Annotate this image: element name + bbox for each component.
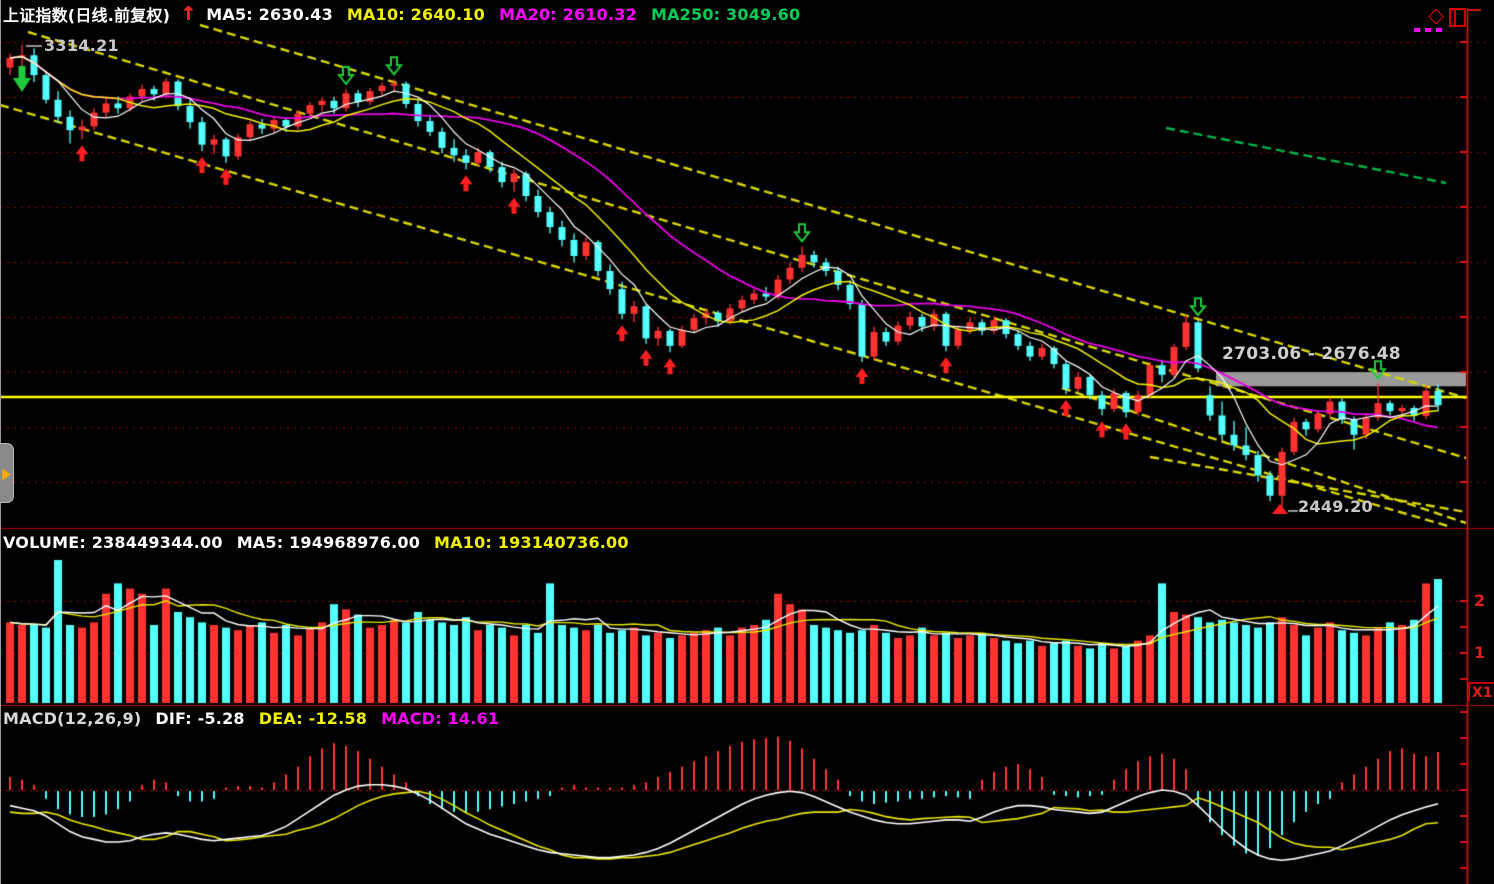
volume-axis-tick-100m: 1 [1474,643,1486,662]
dea-value: DEA: -12.58 [258,709,368,728]
volume-value: VOLUME: 238449344.00 [3,533,223,552]
ma10-value: MA10: 2640.10 [346,4,485,24]
more-dots-icon[interactable] [1414,28,1442,32]
ma5-value: MA5: 2630.43 [206,4,333,24]
ma250-value: MA250: 3049.60 [650,4,801,24]
window-icon-split [1454,10,1456,25]
macd-value: MACD: 14.61 [381,709,500,728]
low-price-label: 2449.20 [1298,497,1373,516]
volume-axis-tick-200m: 2 [1474,591,1486,610]
dif-value: DIF: -5.28 [155,709,245,728]
symbol-title: 上证指数(日线.前复权) [3,6,171,25]
macd-indicator-header[interactable]: MACD(12,26,9) DIF: -5.28 DEA: -12.58 MAC… [3,709,499,728]
volume-axis-multiplier: X1 [1468,682,1494,701]
left-edge-divider [0,0,1,884]
window-icon[interactable] [1449,8,1466,27]
gap-zone-label: 2703.06 - 2676.48 [1222,344,1401,364]
diamond-icon[interactable]: ◇ [1428,3,1445,27]
flyout-arrow-icon: ▶ [2,463,11,483]
volume-indicator-header[interactable]: VOLUME: 238449344.00 MA5: 194968976.00 M… [3,533,629,552]
macd-name: MACD(12,26,9) [3,709,142,728]
high-price-label: 3314.21 [44,36,119,55]
main-indicator-header: 上证指数(日线.前复权) ↑ MA5: 2630.43 MA10: 2640.1… [3,2,800,26]
up-arrow-icon: ↑ [180,3,197,25]
ma20-value: MA20: 2610.32 [498,4,637,24]
volume-ma10-value: MA10: 193140736.00 [434,533,629,552]
volume-ma5-value: MA5: 194968976.00 [236,533,421,552]
sidebar-flyout-tab[interactable]: ▶ [0,443,14,503]
